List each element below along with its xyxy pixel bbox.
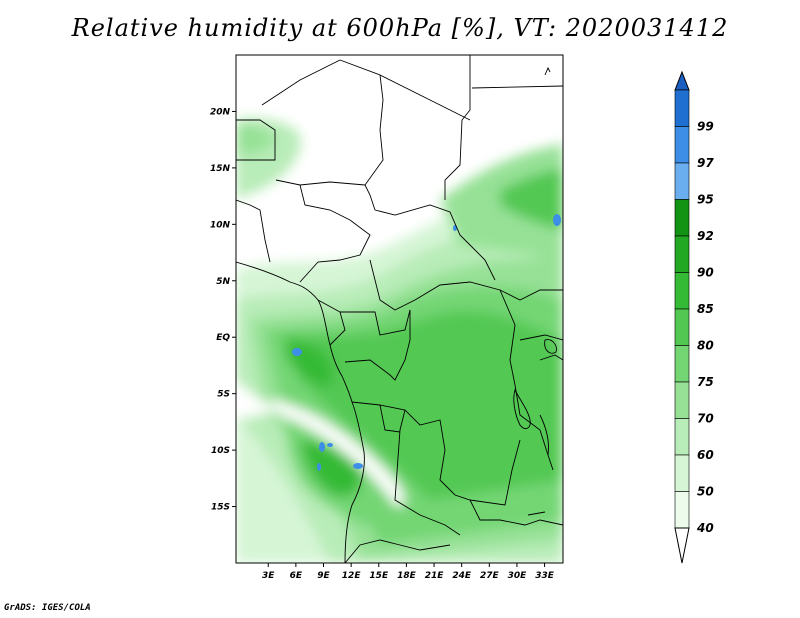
lat-tick-label: EQ xyxy=(216,333,230,343)
country-borders xyxy=(236,55,563,563)
lat-tick-label: 5S xyxy=(217,390,230,400)
lat-tick-label: 15N xyxy=(210,164,231,174)
lon-tick-label: 33E xyxy=(535,571,555,581)
lat-tick-label: 10N xyxy=(210,220,231,230)
lat-tick-label: 10S xyxy=(211,446,230,456)
colorbar-top-arrow xyxy=(674,70,690,91)
colorbar-label: 97 xyxy=(697,156,714,170)
map-title: Relative humidity at 600hPa [%], VT: 202… xyxy=(71,14,729,42)
lat-tick-label: 20N xyxy=(210,107,231,117)
lon-tick-label: 15E xyxy=(369,571,389,581)
lon-tick-label: 9E xyxy=(317,571,330,581)
credit-label: GrADS: IGES/COLA xyxy=(4,603,91,613)
colorbar-label: 85 xyxy=(697,302,714,316)
colorbar-swatch xyxy=(674,199,690,237)
colorbar-swatch xyxy=(674,491,690,529)
colorbar-label: 70 xyxy=(697,412,714,426)
colorbar-label: 40 xyxy=(696,521,714,535)
colorbar-label: 99 xyxy=(697,120,714,134)
lat-tick-label: 5N xyxy=(216,277,230,287)
lon-tick-label: 24E xyxy=(452,571,472,581)
colorbar-label: 75 xyxy=(697,375,714,389)
humidity-field xyxy=(236,55,563,563)
colorbar-label: 50 xyxy=(697,485,714,499)
colorbar-swatch xyxy=(674,89,690,127)
colorbar-swatch xyxy=(674,235,690,273)
colorbar-swatch xyxy=(674,162,690,200)
colorbar-bottom-arrow xyxy=(674,527,690,564)
colorbar-label: 80 xyxy=(697,339,714,353)
colorbar-label: 95 xyxy=(697,193,714,207)
lon-tick-label: 6E xyxy=(290,571,303,581)
colorbar-swatch xyxy=(674,345,690,383)
colorbar-swatch xyxy=(674,308,690,346)
lon-tick-label: 30E xyxy=(508,571,528,581)
colorbar-swatch xyxy=(674,454,690,492)
lon-tick-label: 12E xyxy=(342,571,362,581)
colorbar-label: 90 xyxy=(697,266,714,280)
lat-tick-label: 15S xyxy=(211,503,230,513)
colorbar-swatch xyxy=(674,418,690,456)
longitude-axis: 3E 6E 9E 12E 15E 18E 21E 24E 27E 30E 33E xyxy=(262,563,555,581)
latitude-axis: 20N 15N 10N 5N EQ 5S 10S 15S xyxy=(210,107,236,513)
lon-tick-label: 27E xyxy=(480,571,500,581)
lon-tick-label: 21E xyxy=(425,571,445,581)
colorbar-label: 60 xyxy=(697,448,714,462)
colorbar-label: 92 xyxy=(697,229,714,243)
lon-tick-label: 18E xyxy=(397,571,417,581)
colorbar-swatch xyxy=(674,272,690,310)
colorbar-swatch xyxy=(674,126,690,164)
map-frame xyxy=(235,54,564,564)
lon-tick-label: 3E xyxy=(262,571,275,581)
colorbar: 99 97 95 92 90 85 80 75 70 60 50 40 xyxy=(674,70,714,564)
colorbar-swatch xyxy=(674,381,690,419)
